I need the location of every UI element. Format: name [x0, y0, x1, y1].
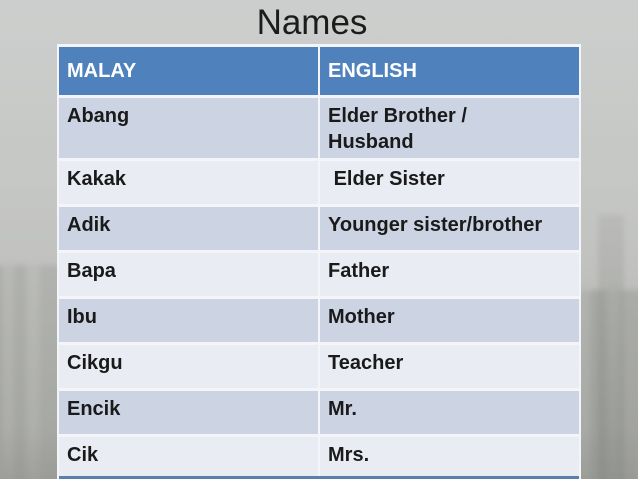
background-tower-right	[598, 215, 624, 479]
cell-english: Teacher	[320, 345, 579, 388]
cell-malay: Adik	[59, 207, 318, 250]
cell-english: Elder Sister	[320, 161, 579, 204]
cell-malay: Encik	[59, 391, 318, 434]
table-row: Abang Elder Brother / Husband	[59, 98, 579, 158]
background-city-skyline-right	[576, 290, 638, 479]
table-row: Adik Younger sister/brother	[59, 207, 579, 250]
next-row-top-edge	[59, 476, 579, 479]
cell-english: Mother	[320, 299, 579, 342]
cell-english: Mrs.	[320, 437, 579, 479]
table-row: Encik Mr.	[59, 391, 579, 434]
cell-english: Father	[320, 253, 579, 296]
cell-malay: Kakak	[59, 161, 318, 204]
cell-malay: Bapa	[59, 253, 318, 296]
background-city-skyline-left	[0, 265, 62, 479]
cell-english: Elder Brother / Husband	[320, 98, 579, 158]
cell-english: Mr.	[320, 391, 579, 434]
table-row: Kakak Elder Sister	[59, 161, 579, 204]
column-header-malay: MALAY	[59, 47, 318, 95]
cell-malay: Cik	[59, 437, 318, 479]
table-row: Cik Mrs.	[59, 437, 579, 479]
table-row: Cikgu Teacher	[59, 345, 579, 388]
cell-english: Younger sister/brother	[320, 207, 579, 250]
cell-malay: Abang	[59, 98, 318, 158]
table-header-row: MALAY ENGLISH	[59, 47, 579, 95]
cell-malay: Cikgu	[59, 345, 318, 388]
table-row: Bapa Father	[59, 253, 579, 296]
cell-malay: Ibu	[59, 299, 318, 342]
table-row: Ibu Mother	[59, 299, 579, 342]
slide-title: Names	[256, 3, 368, 42]
column-header-english: ENGLISH	[320, 47, 579, 95]
translation-table: MALAY ENGLISH Abang Elder Brother / Husb…	[57, 44, 581, 479]
